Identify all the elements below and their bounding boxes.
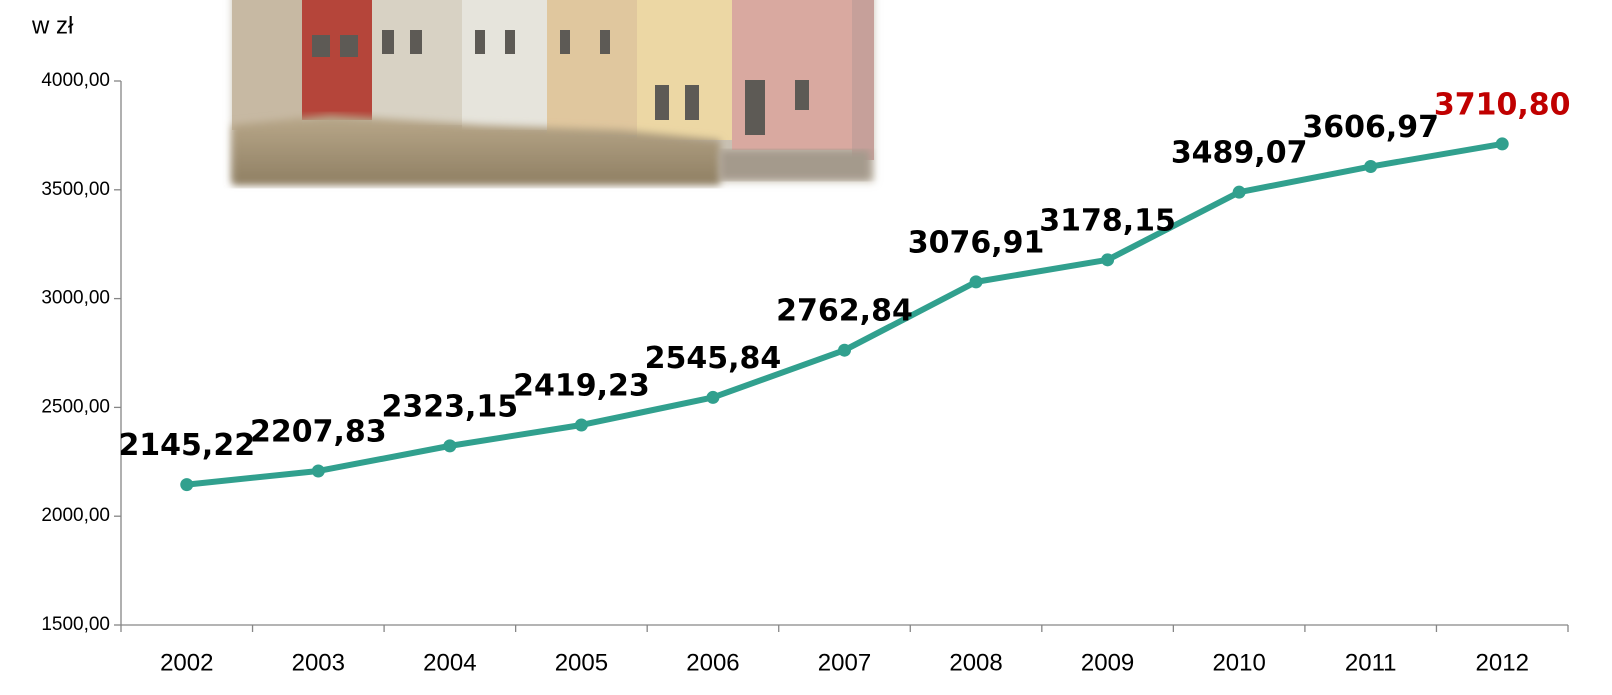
data-label: 3606,97	[1302, 110, 1439, 145]
x-tick-label: 2004	[423, 649, 476, 676]
x-tick-label: 2003	[292, 649, 345, 676]
data-point	[443, 439, 456, 452]
y-tick-label: 4000,00	[41, 70, 110, 91]
photo	[232, 0, 874, 185]
data-point	[312, 464, 325, 477]
data-label: 2323,15	[382, 389, 519, 424]
y-tick-label: 3000,00	[41, 288, 110, 309]
x-tick-label: 2009	[1081, 649, 1134, 676]
data-label: 2419,23	[513, 368, 650, 403]
chart: w zł 1500,00 2000,00 2500,00 3000,00 3500,00…	[0, 0, 1612, 695]
x-tick-label: 2006	[686, 649, 739, 676]
data-point	[970, 275, 983, 288]
data-label: 3178,15	[1039, 203, 1176, 238]
data-label: 2545,84	[645, 341, 782, 376]
x-tick-label: 2011	[1345, 649, 1397, 676]
data-point	[706, 391, 719, 404]
y-axis-label: w zł	[31, 12, 74, 39]
data-label: 2207,83	[250, 414, 387, 449]
y-tick-label: 2500,00	[41, 396, 110, 417]
data-label: 3489,07	[1171, 136, 1308, 171]
x-tick-label: 2010	[1212, 649, 1265, 676]
x-tick-label: 2002	[160, 649, 213, 676]
y-tick-label: 1500,00	[41, 614, 110, 635]
data-point	[1496, 137, 1509, 150]
x-tick-label: 2005	[555, 649, 608, 676]
data-point	[180, 478, 193, 491]
data-label: 2762,84	[776, 294, 913, 329]
y-tick-label: 2000,00	[41, 505, 110, 526]
data-point	[1101, 253, 1114, 266]
x-tick-label: 2012	[1476, 649, 1529, 676]
data-point	[575, 418, 588, 431]
data-point	[1364, 160, 1377, 173]
data-point	[1233, 186, 1246, 199]
data-label: 3076,91	[908, 225, 1045, 260]
y-tick-label: 3500,00	[41, 179, 110, 200]
x-tick-label: 2007	[818, 649, 871, 676]
data-point	[838, 344, 851, 357]
data-label: 3710,80	[1434, 87, 1571, 122]
data-label: 2145,22	[118, 428, 255, 463]
x-tick-label: 2008	[949, 649, 1002, 676]
